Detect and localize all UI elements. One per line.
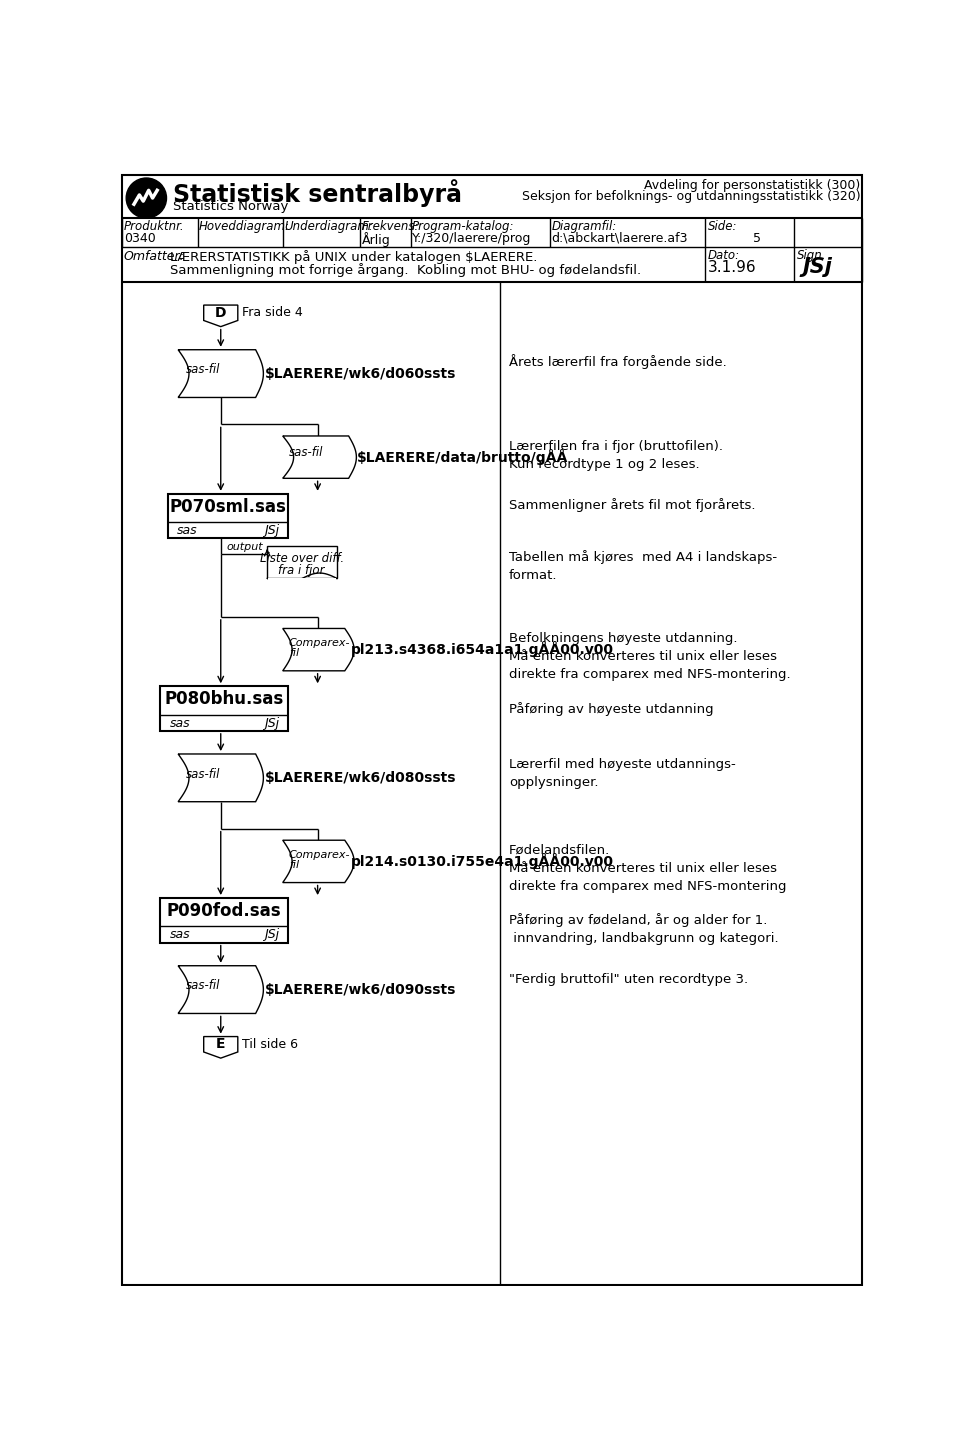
Text: Sign.: Sign.	[797, 249, 826, 262]
Text: JSj: JSj	[264, 717, 278, 730]
Text: Sammenligning mot forrige årgang.  Kobling mot BHU- og fødelandsfil.: Sammenligning mot forrige årgang. Koblin…	[170, 263, 641, 277]
Text: Påføring av høyeste utdanning: Påføring av høyeste utdanning	[509, 702, 713, 715]
Text: Statistics Norway: Statistics Norway	[173, 199, 288, 212]
Text: Årlig: Årlig	[362, 231, 391, 247]
Text: Omfatter:: Omfatter:	[124, 250, 184, 263]
Text: sas-fil: sas-fil	[186, 767, 220, 780]
Text: Dato:: Dato:	[708, 249, 739, 262]
Text: Produktnr.: Produktnr.	[124, 220, 184, 233]
Text: fil: fil	[289, 649, 300, 659]
Text: Påføring av fødeland, år og alder for 1.
 innvandring, landbakgrunn og kategori.: Påføring av fødeland, år og alder for 1.…	[509, 913, 779, 945]
Text: output: output	[227, 542, 264, 552]
Text: JSj: JSj	[264, 525, 278, 538]
Text: d:\abckart\laerere.af3: d:\abckart\laerere.af3	[552, 231, 688, 244]
Text: Fødelandsfilen.
Må enten konverteres til unix eller leses
direkte fra comparex m: Fødelandsfilen. Må enten konverteres til…	[509, 844, 786, 893]
Text: Comparex-: Comparex-	[289, 850, 350, 860]
Text: sas: sas	[170, 929, 190, 942]
Text: P090fod.sas: P090fod.sas	[166, 902, 281, 920]
Text: fil: fil	[289, 860, 300, 870]
FancyBboxPatch shape	[267, 546, 337, 578]
Text: Sammenligner årets fil mot fjorårets.: Sammenligner årets fil mot fjorårets.	[509, 497, 756, 512]
Text: Seksjon for befolknings- og utdanningsstatistikk (320): Seksjon for befolknings- og utdanningsst…	[521, 189, 860, 202]
Text: $LAERERE/wk6/d080ssts: $LAERERE/wk6/d080ssts	[265, 770, 456, 785]
Polygon shape	[283, 436, 356, 478]
Text: Y:/320/laerere/prog: Y:/320/laerere/prog	[412, 231, 532, 244]
Text: 5: 5	[753, 231, 761, 244]
Text: Fra side 4: Fra side 4	[243, 306, 303, 319]
Text: $LAERERE/wk6/d060ssts: $LAERERE/wk6/d060ssts	[265, 367, 456, 380]
Polygon shape	[283, 629, 354, 670]
Text: sas: sas	[170, 717, 190, 730]
Text: Comparex-: Comparex-	[289, 639, 350, 649]
FancyBboxPatch shape	[268, 578, 336, 588]
Polygon shape	[204, 1036, 238, 1058]
Text: $LAERERE/wk6/d090ssts: $LAERERE/wk6/d090ssts	[265, 983, 456, 997]
Text: E: E	[216, 1038, 226, 1052]
Text: Liste over diff.: Liste over diff.	[260, 552, 345, 565]
Text: $LAERERE/data/brutto/gÅÅ: $LAERERE/data/brutto/gÅÅ	[356, 449, 567, 465]
Text: fra i fjor.: fra i fjor.	[277, 564, 326, 577]
Text: Årets lærerfil fra forgående side.: Årets lærerfil fra forgående side.	[509, 354, 727, 368]
FancyBboxPatch shape	[160, 686, 288, 731]
Text: Program-katalog:: Program-katalog:	[412, 220, 515, 233]
Polygon shape	[179, 754, 263, 802]
Text: 3.1.96: 3.1.96	[708, 260, 756, 276]
Text: sas-fil: sas-fil	[186, 980, 220, 993]
Text: Lærerfil med høyeste utdannings-
opplysninger.: Lærerfil med høyeste utdannings- opplysn…	[509, 757, 735, 789]
Text: sas-fil: sas-fil	[186, 363, 220, 376]
Text: Underdiagram:: Underdiagram:	[284, 220, 373, 233]
Text: JSj: JSj	[264, 929, 278, 942]
FancyBboxPatch shape	[168, 494, 288, 539]
Text: Lærerfilen fra i fjor (bruttofilen).
Kun recordtype 1 og 2 leses.: Lærerfilen fra i fjor (bruttofilen). Kun…	[509, 439, 723, 471]
Text: Befolkningens høyeste utdanning.
Må enten konverteres til unix eller leses
direk: Befolkningens høyeste utdanning. Må ente…	[509, 633, 791, 682]
Text: pl213.s4368.i654a1a1.gÅÅ00.v00: pl213.s4368.i654a1a1.gÅÅ00.v00	[351, 642, 614, 657]
Text: Avdeling for personstatistikk (300): Avdeling for personstatistikk (300)	[644, 179, 860, 192]
Polygon shape	[283, 840, 354, 883]
Polygon shape	[204, 305, 238, 327]
Text: 0340: 0340	[124, 231, 156, 244]
Text: Frekvens:: Frekvens:	[362, 220, 420, 233]
Text: Tabellen må kjøres  med A4 i landskaps-
format.: Tabellen må kjøres med A4 i landskaps- f…	[509, 551, 778, 582]
Text: pl214.s0130.i755e4a1.gÅÅ00.v00: pl214.s0130.i755e4a1.gÅÅ00.v00	[351, 853, 614, 868]
Text: sas-fil: sas-fil	[289, 447, 324, 460]
Text: Til side 6: Til side 6	[243, 1038, 299, 1051]
Text: sas: sas	[178, 525, 198, 538]
Text: P080bhu.sas: P080bhu.sas	[164, 691, 283, 708]
Text: P070sml.sas: P070sml.sas	[169, 499, 286, 516]
Text: Statistisk sentralbyrå: Statistisk sentralbyrå	[173, 179, 462, 208]
Polygon shape	[179, 350, 263, 397]
Text: JSj: JSj	[802, 257, 832, 277]
Text: Diagramfil:: Diagramfil:	[552, 220, 617, 233]
Text: "Ferdig bruttofil" uten recordtype 3.: "Ferdig bruttofil" uten recordtype 3.	[509, 974, 748, 987]
Text: D: D	[215, 306, 227, 319]
Text: Hoveddiagram:: Hoveddiagram:	[199, 220, 290, 233]
FancyBboxPatch shape	[160, 897, 288, 942]
Text: LÆRERSTATISTIKK på UNIX under katalogen $LAERERE.: LÆRERSTATISTIKK på UNIX under katalogen …	[170, 250, 538, 263]
Polygon shape	[179, 965, 263, 1013]
Circle shape	[126, 178, 166, 218]
Text: Side:: Side:	[708, 220, 737, 233]
FancyBboxPatch shape	[122, 175, 862, 1285]
